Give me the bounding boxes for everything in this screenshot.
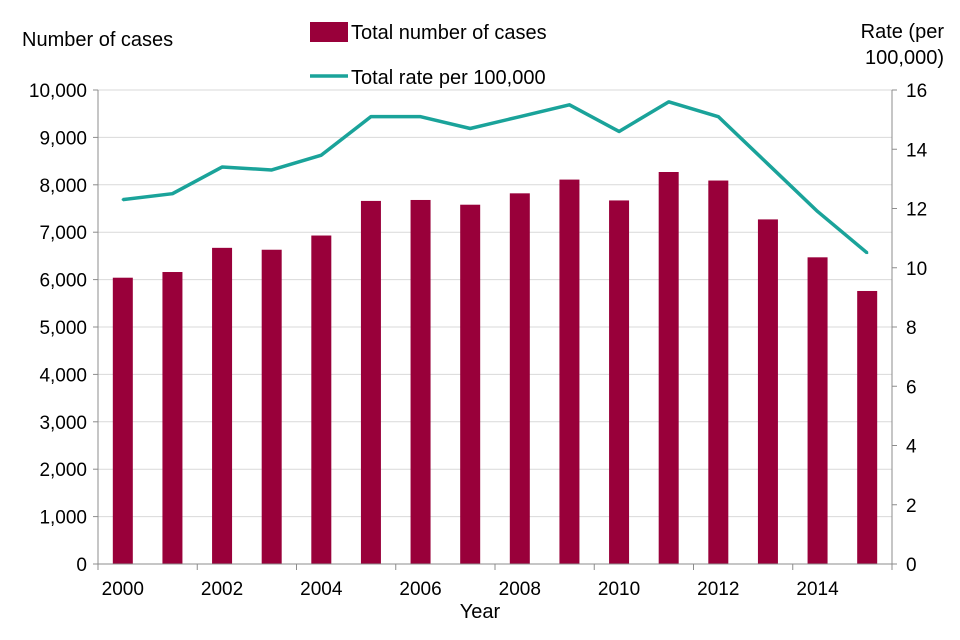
rate-point <box>617 130 621 133</box>
bar <box>509 193 530 564</box>
right-tick-label: 2 <box>906 496 917 517</box>
left-tick-label: 8,000 <box>39 176 87 197</box>
rate-line <box>122 100 869 255</box>
x-axis-ticks: 2000 2002 2004 2006 2008 2010 2012 2014 <box>97 564 893 600</box>
right-tick-label: 6 <box>906 377 917 398</box>
left-tick-label: 10,000 <box>29 81 87 102</box>
legend-line-label: Total rate per 100,000 <box>351 67 546 89</box>
bar <box>807 257 828 564</box>
right-tick-label: 14 <box>906 140 928 161</box>
left-tick-label: 1,000 <box>39 508 87 529</box>
bar <box>112 277 133 564</box>
rate-point <box>468 127 472 130</box>
rate-point <box>667 100 670 104</box>
right-tick-label: 16 <box>906 81 927 102</box>
rate-point <box>121 198 125 201</box>
legend: Total number of cases Total rate per 100… <box>310 22 547 89</box>
bar <box>857 290 878 564</box>
rate-point <box>220 165 224 169</box>
bar <box>708 180 729 564</box>
bar <box>360 200 381 564</box>
right-axis-title-line2: 100,000) <box>865 47 944 69</box>
right-axis-ticks: 0 2 4 6 8 10 12 14 16 <box>892 81 928 576</box>
right-tick-label: 12 <box>906 200 927 221</box>
bar <box>559 179 580 564</box>
x-tick-label: 2008 <box>499 579 541 600</box>
bar <box>261 249 282 564</box>
right-tick-label: 4 <box>906 437 917 458</box>
legend-bar-label: Total number of cases <box>351 22 547 44</box>
x-tick-label: 2004 <box>300 579 343 600</box>
left-tick-label: 2,000 <box>39 460 87 481</box>
bar <box>212 247 233 565</box>
rate-point <box>518 115 522 118</box>
right-tick-label: 8 <box>906 318 917 339</box>
left-tick-label: 3,000 <box>39 413 87 434</box>
bar-series <box>112 172 878 565</box>
left-tick-label: 4,000 <box>39 365 87 386</box>
bar <box>609 200 630 564</box>
right-tick-label: 0 <box>906 555 917 576</box>
rate-point <box>320 153 323 157</box>
legend-bar-swatch <box>310 22 348 42</box>
x-tick-label: 2000 <box>102 579 144 600</box>
left-tick-label: 0 <box>76 555 87 576</box>
x-tick-label: 2012 <box>697 579 739 600</box>
rate-point <box>369 115 373 118</box>
left-tick-label: 5,000 <box>39 318 87 339</box>
rate-point <box>419 115 422 118</box>
rate-point <box>816 210 819 213</box>
line-series <box>121 100 869 255</box>
bar <box>162 272 183 564</box>
left-tick-label: 6,000 <box>39 271 87 292</box>
x-tick-label: 2014 <box>796 579 839 600</box>
left-tick-label: 9,000 <box>39 128 87 149</box>
rate-point <box>865 251 869 255</box>
left-tick-label: 7,000 <box>39 223 87 244</box>
rate-point <box>717 115 720 118</box>
bar <box>311 235 332 564</box>
x-tick-label: 2006 <box>399 579 441 600</box>
rate-point <box>270 168 273 172</box>
x-tick-label: 2002 <box>201 579 243 600</box>
bar <box>757 219 778 565</box>
right-axis-title-line1: Rate (per <box>861 21 945 43</box>
rate-point <box>171 192 174 195</box>
bar <box>658 172 679 564</box>
rate-point <box>568 103 571 107</box>
left-axis-ticks: 0 1,000 2,000 3,000 4,000 5,000 6,000 7,000 8,00… <box>29 81 98 576</box>
x-axis-title: Year <box>460 601 501 623</box>
bar <box>460 204 481 564</box>
rate-point <box>766 162 770 166</box>
bar <box>410 199 431 564</box>
x-tick-label: 2010 <box>598 579 640 600</box>
left-axis-title: Number of cases <box>22 29 173 51</box>
right-tick-label: 10 <box>906 259 927 280</box>
